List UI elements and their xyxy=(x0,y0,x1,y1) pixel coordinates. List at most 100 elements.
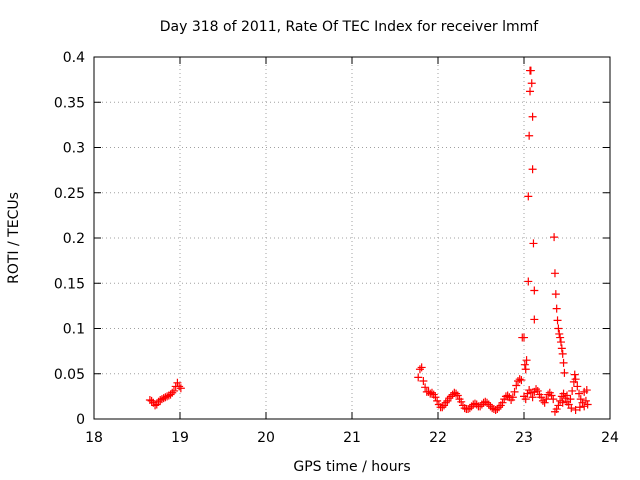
data-point xyxy=(554,324,563,333)
data-point xyxy=(159,394,168,403)
data-point xyxy=(452,389,461,398)
y-tick-label: 0 xyxy=(76,412,85,428)
data-point xyxy=(553,316,562,325)
data-point xyxy=(575,389,584,398)
data-point xyxy=(563,391,571,400)
x-tick-label: 22 xyxy=(429,430,447,446)
data-point xyxy=(547,391,556,400)
y-tick-label: 0.35 xyxy=(54,95,85,111)
data-point xyxy=(550,233,559,242)
y-tick-label: 0.15 xyxy=(54,276,85,292)
data-point xyxy=(526,388,535,397)
data-point xyxy=(556,333,565,342)
data-point xyxy=(517,376,526,385)
data-point xyxy=(540,398,549,407)
data-point xyxy=(168,388,177,397)
data-point xyxy=(524,192,533,201)
data-point xyxy=(521,365,530,374)
data-point xyxy=(552,304,561,313)
data-point xyxy=(173,378,182,387)
data-point xyxy=(526,87,535,96)
data-point xyxy=(431,393,440,402)
y-tick-label: 0.05 xyxy=(54,367,85,383)
data-point xyxy=(530,315,539,324)
data-point xyxy=(521,395,530,404)
data-point xyxy=(557,344,566,353)
data-point xyxy=(427,388,436,397)
data-point xyxy=(166,390,175,399)
x-tick-label: 19 xyxy=(171,430,189,446)
data-point xyxy=(488,404,497,413)
data-point xyxy=(523,389,532,398)
data-point xyxy=(513,376,522,385)
data-point xyxy=(510,387,519,396)
data-point xyxy=(581,396,590,405)
data-point xyxy=(566,395,575,404)
x-tick-label: 24 xyxy=(601,430,619,446)
data-point xyxy=(421,383,430,392)
data-point xyxy=(568,386,577,395)
data-point xyxy=(417,363,426,372)
data-point xyxy=(575,403,584,412)
data-point xyxy=(529,239,538,248)
data-point xyxy=(493,405,502,414)
chart-title: Day 318 of 2011, Rate Of TEC Index for r… xyxy=(160,19,540,35)
data-point xyxy=(163,392,172,401)
data-point xyxy=(465,404,474,413)
data-point xyxy=(520,360,529,369)
data-point xyxy=(559,389,568,398)
axis-ticks: 18 19 20 21 22 23 24 0 0.05 0.1 0.15 0.2 0.25 0.3 0.35… xyxy=(54,50,619,446)
data-point xyxy=(424,387,433,396)
data-point xyxy=(495,403,504,412)
data-point xyxy=(573,382,582,391)
data-point xyxy=(453,391,462,400)
y-tick-label: 0.1 xyxy=(63,322,85,338)
data-point xyxy=(438,403,447,412)
x-tick-label: 20 xyxy=(257,430,275,446)
data-point xyxy=(520,333,528,342)
data-point xyxy=(530,286,539,295)
data-point xyxy=(508,393,517,402)
data-point xyxy=(522,356,531,365)
data-point xyxy=(156,395,165,404)
data-point xyxy=(570,370,579,379)
data-point xyxy=(542,395,551,404)
plot-frame xyxy=(93,56,611,420)
data-point xyxy=(544,390,553,399)
data-point xyxy=(419,376,428,385)
data-point xyxy=(147,396,156,405)
data-point xyxy=(515,375,524,384)
data-point xyxy=(528,393,537,402)
data-point xyxy=(448,390,457,399)
data-point xyxy=(551,290,560,299)
data-point xyxy=(549,395,558,404)
data-point xyxy=(567,404,576,413)
data-point xyxy=(576,395,585,404)
data-point xyxy=(441,398,450,407)
x-tick-label: 21 xyxy=(343,430,361,446)
x-axis-label: GPS time / hours xyxy=(293,459,410,475)
data-point xyxy=(175,382,184,391)
data-point xyxy=(556,338,565,347)
data-point xyxy=(537,393,546,402)
data-point xyxy=(528,165,537,174)
data-point xyxy=(484,400,493,409)
data-point xyxy=(446,392,455,401)
data-point xyxy=(525,131,534,140)
data-point xyxy=(414,373,423,382)
y-tick-label: 0.2 xyxy=(63,231,85,247)
y-tick-label: 0.3 xyxy=(63,141,85,157)
data-point xyxy=(533,386,542,395)
data-point xyxy=(498,398,507,407)
data-point xyxy=(532,385,541,394)
data-point xyxy=(176,384,185,393)
data-point xyxy=(578,398,587,407)
data-point xyxy=(550,269,559,278)
grid-lines xyxy=(94,57,610,419)
data-point xyxy=(169,386,178,395)
data-point xyxy=(528,112,537,121)
data-point xyxy=(558,349,567,358)
y-tick-label: 0.25 xyxy=(54,186,85,202)
data-point xyxy=(538,396,547,405)
data-point xyxy=(501,392,510,401)
